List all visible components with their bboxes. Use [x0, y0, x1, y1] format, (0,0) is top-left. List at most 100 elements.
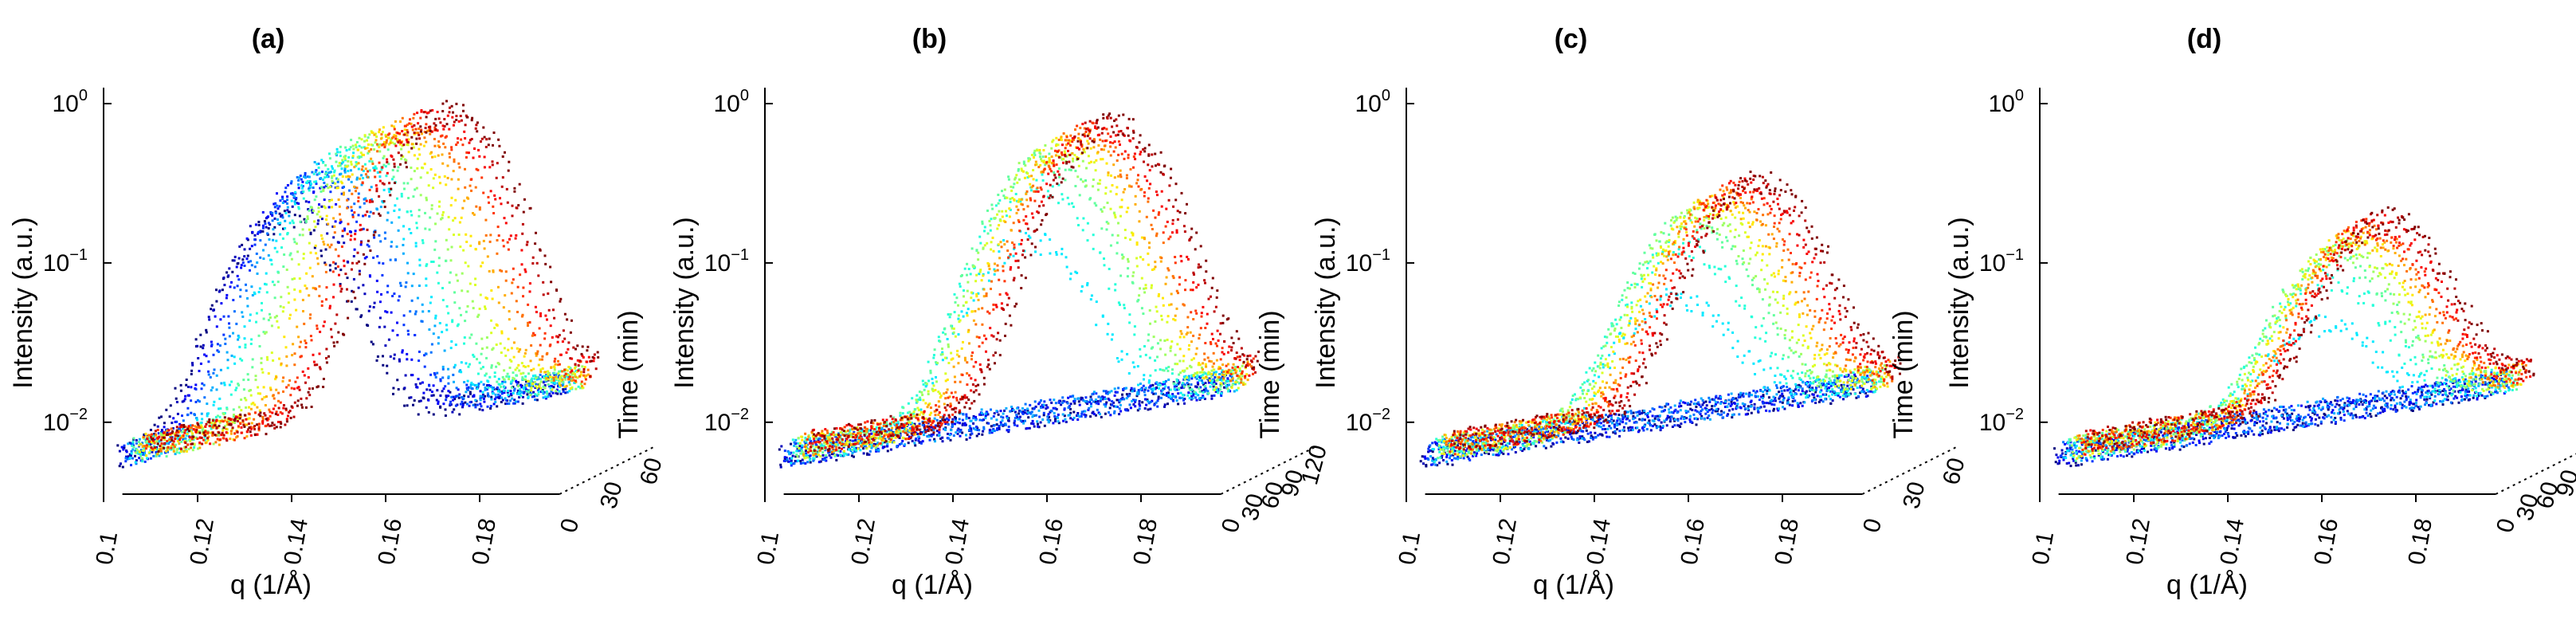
data-point: [1003, 188, 1006, 191]
data-point: [233, 255, 237, 258]
data-point: [1150, 387, 1153, 391]
data-point: [337, 254, 340, 257]
data-point: [154, 433, 157, 436]
data-point: [386, 311, 389, 314]
data-point: [1093, 202, 1096, 205]
data-point: [457, 388, 460, 391]
data-point: [847, 433, 850, 436]
data-point: [870, 446, 873, 449]
data-point: [464, 137, 467, 140]
data-point: [446, 114, 449, 117]
data-point: [1044, 163, 1047, 167]
data-point: [1069, 168, 1072, 171]
data-point: [1190, 377, 1194, 380]
data-point: [1212, 385, 1215, 388]
data-point: [332, 296, 335, 299]
data-point: [453, 234, 455, 237]
data-point: [341, 159, 344, 162]
data-point: [886, 423, 889, 426]
data-point: [444, 408, 447, 411]
data-point: [286, 209, 289, 212]
data-point: [379, 137, 382, 140]
data-point: [508, 378, 511, 381]
data-point: [562, 329, 565, 332]
data-point: [163, 436, 165, 439]
data-point: [240, 264, 243, 267]
data-point: [500, 392, 504, 395]
data-point: [410, 167, 413, 169]
data-point: [534, 387, 537, 389]
data-point: [348, 189, 351, 192]
data-point: [1224, 382, 1227, 384]
data-point: [385, 141, 388, 144]
data-point: [1048, 416, 1051, 418]
data-point: [364, 167, 367, 171]
data-point: [851, 452, 854, 454]
data-point: [491, 348, 494, 351]
data-point: [500, 202, 503, 206]
data-point: [380, 143, 383, 147]
data-point: [488, 137, 491, 140]
time-tick-label: 60: [635, 455, 668, 488]
data-point: [562, 381, 565, 384]
data-point: [223, 416, 226, 419]
data-point: [815, 437, 818, 440]
data-point: [276, 250, 279, 253]
data-point: [1155, 401, 1158, 404]
data-point: [265, 395, 268, 398]
data-point: [431, 108, 434, 112]
data-point: [378, 150, 382, 153]
data-point: [484, 395, 487, 398]
data-point: [998, 425, 1001, 427]
data-point: [474, 406, 477, 409]
data-point: [159, 438, 163, 442]
data-point: [190, 411, 193, 414]
data-point: [178, 451, 181, 454]
x-tick-label: 0.16: [373, 516, 407, 567]
data-point: [383, 146, 386, 149]
data-point: [881, 430, 884, 433]
data-point: [396, 132, 399, 135]
data-point: [1015, 414, 1018, 417]
data-point: [147, 445, 151, 448]
data-point: [382, 363, 385, 367]
data-point: [1038, 401, 1041, 404]
data-point: [477, 383, 480, 385]
y-tick-label: 10−1: [704, 246, 749, 277]
data-point: [1030, 422, 1033, 425]
data-point: [1149, 374, 1152, 377]
data-point: [514, 237, 517, 240]
data-point: [308, 387, 311, 391]
data-point: [1026, 409, 1029, 412]
data-point: [231, 270, 234, 273]
data-point: [541, 390, 544, 393]
data-point: [345, 149, 348, 152]
data-point: [503, 347, 506, 350]
data-point: [398, 143, 402, 146]
data-point: [374, 184, 378, 187]
data-point: [419, 125, 422, 128]
data-point: [499, 269, 502, 272]
data-point: [1156, 355, 1159, 359]
data-point: [1160, 392, 1163, 395]
data-point: [1176, 388, 1179, 391]
data-point: [302, 197, 305, 200]
data-point: [430, 391, 433, 394]
data-point: [576, 344, 579, 347]
data-point: [516, 374, 519, 377]
data-point: [414, 310, 418, 313]
data-point: [429, 373, 433, 376]
data-point: [205, 331, 208, 334]
data-point: [559, 377, 562, 380]
data-point: [475, 383, 478, 387]
data-point: [779, 463, 782, 466]
data-point: [819, 443, 822, 446]
data-point: [410, 178, 413, 181]
data-point: [1152, 336, 1155, 339]
data-point: [512, 402, 516, 405]
data-point: [283, 210, 286, 213]
data-point: [486, 392, 489, 395]
data-point: [198, 430, 201, 433]
data-point: [1225, 379, 1229, 383]
data-point: [496, 390, 500, 393]
